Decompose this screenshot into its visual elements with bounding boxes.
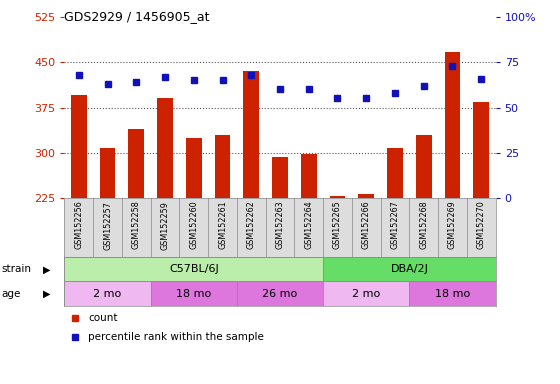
Bar: [157, 99, 173, 333]
Text: GSM152257: GSM152257: [103, 201, 112, 250]
Bar: [237, 281, 323, 306]
Text: GSM152268: GSM152268: [419, 201, 428, 249]
Bar: [323, 257, 496, 281]
Text: 2 mo: 2 mo: [94, 288, 122, 299]
Text: GSM152258: GSM152258: [132, 201, 141, 250]
Bar: [214, 135, 230, 333]
Bar: [301, 154, 316, 333]
Bar: [445, 51, 460, 333]
Text: GSM152261: GSM152261: [218, 201, 227, 249]
Text: GSM152270: GSM152270: [477, 201, 486, 250]
Bar: [128, 129, 144, 333]
Text: GSM152265: GSM152265: [333, 201, 342, 250]
Text: GSM152264: GSM152264: [304, 201, 313, 249]
Bar: [100, 148, 115, 333]
Text: GDS2929 / 1456905_at: GDS2929 / 1456905_at: [64, 10, 210, 23]
Text: 26 mo: 26 mo: [263, 288, 297, 299]
Bar: [151, 281, 237, 306]
Bar: [416, 135, 432, 333]
Bar: [244, 71, 259, 333]
Text: age: age: [1, 288, 21, 299]
Text: GSM152262: GSM152262: [247, 201, 256, 250]
Bar: [71, 96, 87, 333]
Bar: [330, 196, 346, 333]
Text: GSM152256: GSM152256: [74, 201, 83, 250]
Text: GSM152269: GSM152269: [448, 201, 457, 250]
Bar: [409, 281, 496, 306]
Text: percentile rank within the sample: percentile rank within the sample: [88, 333, 264, 343]
Text: DBA/2J: DBA/2J: [390, 264, 428, 275]
Text: C57BL/6J: C57BL/6J: [169, 264, 218, 275]
Text: count: count: [88, 313, 118, 323]
Bar: [64, 281, 151, 306]
Text: GSM152267: GSM152267: [390, 201, 399, 250]
Text: GSM152260: GSM152260: [189, 201, 198, 249]
Text: GSM152263: GSM152263: [276, 201, 284, 249]
Bar: [387, 148, 403, 333]
Text: 2 mo: 2 mo: [352, 288, 380, 299]
Text: strain: strain: [1, 264, 31, 275]
Bar: [358, 194, 374, 333]
Text: 18 mo: 18 mo: [176, 288, 211, 299]
Text: ▶: ▶: [43, 288, 50, 299]
Bar: [186, 137, 202, 333]
Text: 18 mo: 18 mo: [435, 288, 470, 299]
Bar: [64, 257, 323, 281]
Bar: [323, 281, 409, 306]
Text: ▶: ▶: [43, 264, 50, 275]
Text: GSM152266: GSM152266: [362, 201, 371, 249]
Bar: [473, 101, 489, 333]
Text: GSM152259: GSM152259: [161, 201, 170, 250]
Bar: [272, 157, 288, 333]
